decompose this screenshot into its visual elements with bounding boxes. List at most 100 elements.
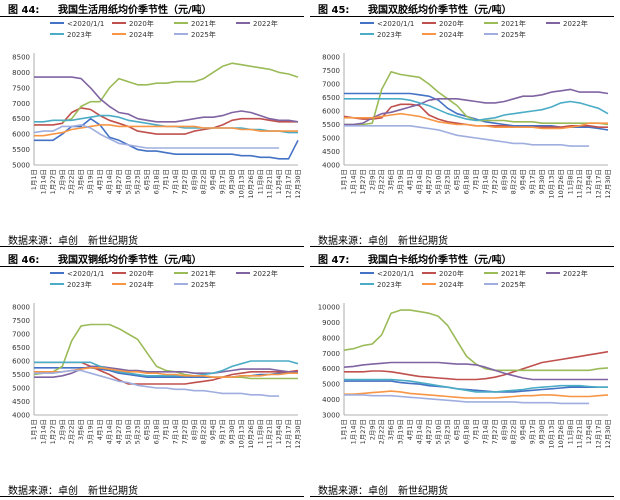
x-tick-label: 1月27日 — [359, 419, 367, 444]
x-tick-label: 1月27日 — [49, 419, 57, 444]
x-tick-label: 7月14日 — [171, 169, 179, 194]
source-note: 数据来源：卓创 新世纪期货 — [318, 236, 448, 247]
x-tick-label: 4月14日 — [415, 419, 423, 444]
x-tick-label: 12月4日 — [585, 169, 593, 194]
x-tick-label: 9月17日 — [219, 169, 227, 194]
y-tick-label: 5000 — [12, 385, 30, 393]
series-line — [34, 124, 298, 137]
y-tick-label: 6000 — [322, 108, 340, 116]
x-tick-label: 2月22日 — [378, 169, 386, 194]
x-tick-label: 5月23日 — [444, 419, 452, 444]
x-tick-label: 6月5日 — [453, 169, 461, 190]
chart-header: 图 47: 我国白卡纸均价季节性（元/吨） — [310, 250, 614, 267]
legend-label: <2020/1/1 — [67, 270, 104, 278]
y-tick-label: 4500 — [12, 398, 30, 406]
series-line — [344, 88, 609, 126]
x-tick-label: 8月22日 — [200, 419, 208, 444]
x-tick-label: 9月4日 — [519, 419, 527, 440]
x-tick-label: 7月27日 — [181, 419, 189, 444]
y-tick-label: 7000 — [322, 350, 340, 358]
x-tick-label: 9月30日 — [538, 169, 546, 194]
x-tick-label: 1月1日 — [30, 419, 38, 440]
series-line — [344, 350, 609, 381]
divider — [0, 246, 304, 247]
x-tick-label: 12月17日 — [595, 169, 603, 199]
x-tick-label: 9月17日 — [529, 169, 537, 194]
x-tick-label: 4月1日 — [406, 169, 414, 190]
y-tick-label: 3000 — [322, 412, 340, 420]
x-tick-label: 4月14日 — [105, 169, 113, 194]
source-note: 数据来源：卓创 新世纪期货 — [8, 486, 138, 497]
x-tick-label: 7月1日 — [472, 419, 480, 440]
y-tick-label: 8000 — [322, 54, 340, 62]
x-tick-label: 6月5日 — [143, 169, 151, 190]
x-tick-label: 1月1日 — [340, 169, 348, 190]
x-tick-label: 11月8日 — [256, 419, 264, 444]
x-tick-label: 3月6日 — [77, 169, 85, 190]
x-tick-label: 4月27日 — [425, 169, 433, 194]
x-tick-label: 7月27日 — [491, 169, 499, 194]
series-line — [34, 117, 299, 160]
x-tick-label: 12月17日 — [285, 169, 293, 199]
chart-header: 图 45: 我国双胶纸均价季节性（元/吨） — [310, 0, 614, 17]
y-tick-label: 4000 — [12, 412, 30, 420]
figure-number: 图 47: — [318, 255, 350, 266]
x-tick-label: 7月14日 — [171, 419, 179, 444]
divider — [310, 246, 614, 247]
x-tick-label: 10月26日 — [247, 419, 255, 449]
series-line — [33, 323, 298, 380]
x-tick-label: 9月17日 — [219, 419, 227, 444]
x-tick-label: 4月1日 — [406, 419, 414, 440]
x-tick-label: 12月17日 — [285, 419, 293, 449]
x-tick-label: 12月30日 — [604, 419, 612, 449]
legend-label: 2025年 — [501, 280, 526, 289]
y-tick-label: 7500 — [322, 67, 340, 75]
legend-label: 2022年 — [253, 19, 278, 28]
y-tick-label: 5500 — [12, 146, 30, 154]
legend-label: 2024年 — [129, 30, 154, 39]
x-tick-label: 3月6日 — [387, 169, 395, 190]
series-line — [34, 76, 299, 123]
series-line — [34, 360, 299, 377]
x-tick-label: 6月18日 — [153, 169, 161, 194]
x-tick-label: 11月8日 — [256, 169, 264, 194]
series-line — [344, 112, 608, 130]
series-line — [344, 378, 608, 393]
y-tick-label: 7000 — [12, 331, 30, 339]
chart-header: 图 46: 我国双铜纸均价季节性（元/吨） — [0, 250, 304, 267]
legend-label: 2021年 — [191, 19, 216, 28]
x-tick-label: 9月30日 — [228, 169, 236, 194]
x-tick-label: 1月27日 — [359, 169, 367, 194]
x-tick-label: 9月4日 — [209, 169, 217, 190]
chart-plot-45: <2020/1/1 2020年 2021年 2022年 2023年 2024年 2025年 4… — [322, 19, 612, 199]
series-line — [33, 124, 280, 149]
x-tick-label: 4月14日 — [415, 169, 423, 194]
y-tick-label: 5000 — [12, 162, 30, 170]
x-tick-label: 12月30日 — [294, 169, 302, 199]
y-tick-label: 8500 — [12, 54, 30, 62]
chart-header: 图 44: 我国生活用纸均价季节性（元/吨） — [0, 0, 304, 17]
x-tick-label: 5月23日 — [134, 419, 142, 444]
x-tick-label: 12月30日 — [604, 169, 612, 199]
x-tick-label: 9月30日 — [228, 419, 236, 444]
x-tick-label: 5月10日 — [434, 169, 442, 194]
x-tick-label: 8月22日 — [200, 169, 208, 194]
x-tick-label: 10月13日 — [547, 419, 555, 449]
divider — [310, 496, 614, 497]
x-tick-label: 1月1日 — [30, 169, 38, 190]
x-tick-label: 2月9日 — [368, 419, 376, 440]
legend-label: 2023年 — [377, 30, 402, 39]
x-tick-label: 11月21日 — [576, 169, 584, 199]
source-note: 数据来源：卓创 新世纪期货 — [318, 486, 448, 497]
x-tick-label: 2月9日 — [58, 169, 66, 190]
x-tick-label: 1月1日 — [340, 419, 348, 440]
legend-label: 2022年 — [563, 19, 588, 28]
y-tick-label: 7000 — [12, 100, 30, 108]
x-tick-label: 7月27日 — [181, 169, 189, 194]
legend-label: 2025年 — [191, 280, 216, 289]
chart-panel-44: 图 44: 我国生活用纸均价季节性（元/吨） <2020/1/1 2020年 202… — [0, 0, 310, 250]
x-tick-label: 5月10日 — [124, 419, 132, 444]
x-tick-label: 9月17日 — [529, 419, 537, 444]
x-tick-label: 1月14日 — [39, 419, 47, 444]
x-tick-label: 12月4日 — [275, 169, 283, 194]
